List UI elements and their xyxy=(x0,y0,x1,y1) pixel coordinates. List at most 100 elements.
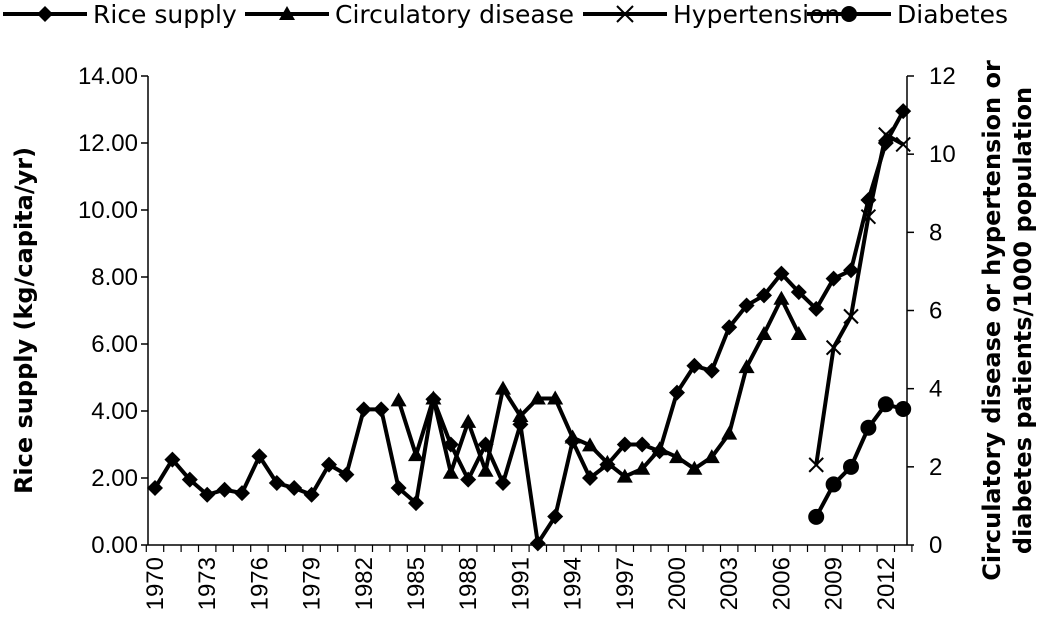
axes: 0.00 2.00 4.00 6.00 8.00 10.00 12.00 14.00 0 2 4 6 8… xyxy=(78,63,956,610)
data-point xyxy=(878,126,894,143)
series-layer xyxy=(147,103,912,552)
x-tick-label: 1997 xyxy=(612,557,639,610)
data-point xyxy=(279,6,295,20)
data-point xyxy=(686,357,703,374)
data-point xyxy=(495,475,511,492)
data-point xyxy=(408,447,424,462)
data-point xyxy=(268,475,285,492)
x-tick-label: 1991 xyxy=(507,557,534,610)
data-point xyxy=(895,136,911,153)
data-point xyxy=(721,319,738,336)
data-point xyxy=(547,508,564,525)
series-line xyxy=(396,296,801,479)
data-point xyxy=(529,390,546,405)
data-point xyxy=(321,456,337,473)
data-point xyxy=(721,425,738,440)
legend: Rice supply Circulatory disease Hypertensi… xyxy=(3,0,1008,29)
data-point xyxy=(373,401,390,418)
data-point xyxy=(738,359,755,374)
series-hypertension xyxy=(808,126,911,473)
y-left-tick-label: 6.00 xyxy=(91,331,138,358)
data-point xyxy=(234,485,250,502)
x-tick-label: 1973 xyxy=(194,557,221,610)
series-diabetes xyxy=(808,396,912,525)
series-circulatory-disease xyxy=(390,290,807,483)
data-point xyxy=(181,471,198,488)
data-point xyxy=(164,451,181,468)
data-point xyxy=(338,466,355,483)
y-right-tick-label: 12 xyxy=(929,63,956,90)
data-point xyxy=(37,6,53,22)
series-line xyxy=(814,402,904,518)
y-right-tick-label: 8 xyxy=(929,219,942,246)
data-point xyxy=(564,429,581,444)
data-point xyxy=(460,413,477,428)
series-line xyxy=(153,110,905,546)
y-left-tick-label: 12.00 xyxy=(78,130,138,157)
data-point xyxy=(773,290,790,305)
y-right-tick-label: 6 xyxy=(929,298,942,325)
y-left-tick-label: 14.00 xyxy=(78,63,138,90)
series-line xyxy=(814,132,905,466)
x-tick-label: 2006 xyxy=(768,557,795,610)
y-axis-right-title: Circulatory disease or hypertension or di… xyxy=(978,60,1037,581)
data-point xyxy=(843,308,859,325)
data-point xyxy=(512,408,529,423)
y-right-tick-label: 10 xyxy=(929,141,956,168)
x-tick-label: 1994 xyxy=(560,557,587,610)
data-point xyxy=(251,448,268,465)
y-right-tick-label: 4 xyxy=(929,376,942,403)
data-point xyxy=(408,495,424,512)
data-point xyxy=(790,284,807,301)
data-point xyxy=(703,449,720,464)
data-point xyxy=(582,470,598,486)
data-point xyxy=(199,486,216,503)
x-tick-label: 1982 xyxy=(351,557,378,610)
data-point xyxy=(841,6,857,22)
data-point xyxy=(756,287,772,304)
data-point xyxy=(790,325,807,340)
data-point xyxy=(582,437,598,452)
data-point xyxy=(669,449,685,464)
data-point xyxy=(390,480,407,497)
data-point xyxy=(634,436,651,453)
x-tick-label: 2003 xyxy=(716,557,743,610)
data-point xyxy=(147,480,163,497)
legend-label: Diabetes xyxy=(897,0,1008,29)
data-point xyxy=(738,297,755,314)
data-point xyxy=(599,454,616,469)
data-point xyxy=(669,384,685,401)
data-point xyxy=(616,436,633,453)
data-point xyxy=(860,208,877,225)
data-point xyxy=(651,441,668,456)
legend-item: Hypertension xyxy=(583,0,840,29)
y-axis-right-title-line: diabetes patients/1000 population xyxy=(1009,87,1037,554)
x-tick-label: 1988 xyxy=(455,557,482,610)
legend-item: Diabetes xyxy=(807,0,1008,29)
data-point xyxy=(808,300,825,317)
data-point xyxy=(286,480,303,497)
data-point xyxy=(703,362,720,379)
x-tick-label: 1985 xyxy=(403,557,430,610)
data-point xyxy=(616,5,634,23)
data-point xyxy=(895,400,912,417)
data-point xyxy=(303,486,320,503)
data-point xyxy=(843,458,859,475)
x-tick-label: 1970 xyxy=(142,557,169,610)
x-tick-label: 2009 xyxy=(821,557,848,610)
y-axis-left-title: Rice supply (kg/capita/yr) xyxy=(10,147,38,494)
x-tick-label: 2012 xyxy=(873,557,900,610)
data-point xyxy=(895,103,912,120)
data-point xyxy=(442,464,459,479)
y-left-tick-label: 8.00 xyxy=(91,264,138,291)
data-point xyxy=(756,325,772,340)
x-tick-label: 2000 xyxy=(664,557,691,610)
legend-label: Rice supply xyxy=(93,0,237,29)
data-point xyxy=(355,401,372,418)
legend-item: Circulatory disease xyxy=(245,0,574,29)
data-point xyxy=(877,396,894,413)
data-point xyxy=(216,481,233,498)
data-point xyxy=(825,270,842,287)
y-right-tick-label: 2 xyxy=(929,454,942,481)
